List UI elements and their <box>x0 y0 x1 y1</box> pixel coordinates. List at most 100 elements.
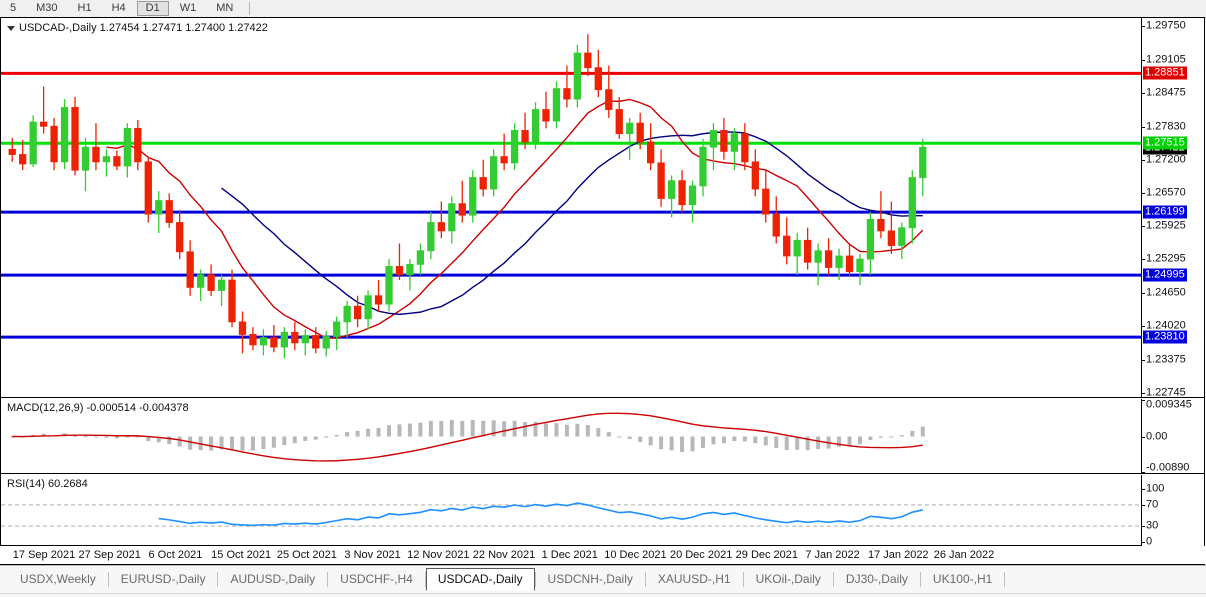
candle-body[interactable] <box>510 130 519 164</box>
candle-body[interactable] <box>584 52 592 69</box>
price-level-badge-1.26199[interactable]: 1.26199 <box>1143 205 1187 219</box>
candle-body[interactable] <box>479 177 487 190</box>
candle-body[interactable] <box>636 122 644 143</box>
candle-body[interactable] <box>280 331 288 348</box>
candle-body[interactable] <box>81 146 90 171</box>
candle-body[interactable] <box>406 263 414 276</box>
candle-body[interactable] <box>866 218 875 260</box>
candle-body[interactable] <box>699 146 707 187</box>
candle-body[interactable] <box>573 52 582 100</box>
candle-body[interactable] <box>615 109 623 134</box>
candle-body[interactable] <box>123 127 132 167</box>
candle-body[interactable] <box>647 141 655 164</box>
candle-body[interactable] <box>835 255 843 268</box>
candle-body[interactable] <box>521 130 529 143</box>
candle-body[interactable] <box>605 89 613 110</box>
chart-tab-audusd-daily[interactable]: AUDUSD-,Daily <box>230 572 316 586</box>
candle-body[interactable] <box>803 239 812 263</box>
price-level-badge-1.24995[interactable]: 1.24995 <box>1143 268 1187 282</box>
chart-tab-ukoil-daily[interactable]: UKOil-,Daily <box>755 572 821 586</box>
price-level-badge-1.23810[interactable]: 1.23810 <box>1143 330 1187 344</box>
candle-body[interactable] <box>845 255 854 273</box>
chart-tab-eurusd-daily[interactable]: EURUSD-,Daily <box>120 572 206 586</box>
candle-body[interactable] <box>385 266 393 305</box>
candle-body[interactable] <box>259 337 268 346</box>
candle-body[interactable] <box>772 213 780 237</box>
candle-body[interactable] <box>353 305 362 320</box>
candle-body[interactable] <box>333 321 341 337</box>
candle-body[interactable] <box>458 203 466 216</box>
chevron-down-icon[interactable] <box>7 25 15 31</box>
timeframe-h4[interactable]: H4 <box>111 2 126 14</box>
timeframe-d1[interactable]: D1 <box>136 1 169 16</box>
candle-body[interactable] <box>144 161 152 215</box>
candle-body[interactable] <box>186 251 194 288</box>
candle-body[interactable] <box>312 335 320 349</box>
timeframe-w1[interactable]: W1 <box>179 2 197 14</box>
candle-body[interactable] <box>343 305 351 323</box>
price-level-badge-1.28851[interactable]: 1.28851 <box>1143 66 1187 80</box>
candle-body[interactable] <box>416 250 425 265</box>
candle-body[interactable] <box>270 337 278 348</box>
candle-body[interactable] <box>395 266 404 276</box>
candle-body[interactable] <box>730 133 739 152</box>
candle-body[interactable] <box>50 125 58 163</box>
candle-body[interactable] <box>134 127 142 163</box>
candle-body[interactable] <box>155 200 163 215</box>
candle-body[interactable] <box>688 185 697 206</box>
candle-body[interactable] <box>364 295 372 320</box>
price-axis[interactable]: 1.29750 1.29105 1.28475 1.27830 1.27200 1.265… <box>1141 18 1204 397</box>
candle-body[interactable] <box>542 109 550 122</box>
candle-body[interactable] <box>500 156 508 164</box>
chart-tab-xauusd-h1[interactable]: XAUUSD-,H1 <box>657 572 731 586</box>
candle-body[interactable] <box>709 130 718 148</box>
chart-tab-usdcnh-daily[interactable]: USDCNH-,Daily <box>547 572 633 586</box>
candle-body[interactable] <box>626 122 634 134</box>
candle-body[interactable] <box>165 200 173 223</box>
candle-body[interactable] <box>19 154 27 165</box>
candle-body[interactable] <box>8 148 16 155</box>
candle-body[interactable] <box>919 146 927 178</box>
candle-body[interactable] <box>877 218 885 232</box>
candle-body[interactable] <box>678 180 686 206</box>
candle-body[interactable] <box>531 109 540 143</box>
timeframe-mn[interactable]: MN <box>216 2 234 14</box>
candle-body[interactable] <box>762 188 770 215</box>
candle-body[interactable] <box>751 161 759 190</box>
candle-body[interactable] <box>92 146 100 163</box>
timeframe-5[interactable]: 5 <box>10 2 17 14</box>
candle-body[interactable] <box>793 239 801 257</box>
candle-body[interactable] <box>176 222 184 253</box>
timeframe-h1[interactable]: H1 <box>77 2 92 14</box>
candle-body[interactable] <box>322 336 330 349</box>
candle-body[interactable] <box>908 177 916 229</box>
candle-body[interactable] <box>469 177 477 216</box>
candle-body[interactable] <box>563 88 571 100</box>
chart-tab-usdx-weekly[interactable]: USDX,Weekly <box>20 572 96 586</box>
chart-tab-uk100-h1[interactable]: UK100-,H1 <box>932 572 993 586</box>
chart-tab-usdchf-h4[interactable]: USDCHF-,H4 <box>340 572 413 586</box>
candle-body[interactable] <box>898 227 906 246</box>
candle-body[interactable] <box>71 107 79 171</box>
candle-body[interactable] <box>824 250 833 268</box>
candle-body[interactable] <box>207 274 215 291</box>
candle-body[interactable] <box>301 335 309 344</box>
candle-body[interactable] <box>552 88 561 122</box>
candle-body[interactable] <box>490 156 498 190</box>
timeframe-m30[interactable]: M30 <box>36 2 58 14</box>
candle-body[interactable] <box>249 334 257 346</box>
price-level-badge-1.27515[interactable]: 1.27515 <box>1143 136 1187 150</box>
candle-body[interactable] <box>657 162 665 199</box>
candle-body[interactable] <box>814 250 822 263</box>
date-axis[interactable]: 17 Sep 2021 27 Sep 2021 6 Oct 2021 15 Oct 2… <box>0 546 1205 565</box>
candle-body[interactable] <box>783 235 791 257</box>
candle-body[interactable] <box>667 180 676 199</box>
candle-body[interactable] <box>374 295 383 305</box>
candle-body[interactable] <box>29 121 37 165</box>
candle-body[interactable] <box>741 133 749 163</box>
candle-body[interactable] <box>238 321 247 335</box>
candle-body[interactable] <box>291 331 299 344</box>
candle-body[interactable] <box>39 121 48 127</box>
candle-body[interactable] <box>217 279 226 291</box>
price-plot-area[interactable] <box>1 18 1141 397</box>
